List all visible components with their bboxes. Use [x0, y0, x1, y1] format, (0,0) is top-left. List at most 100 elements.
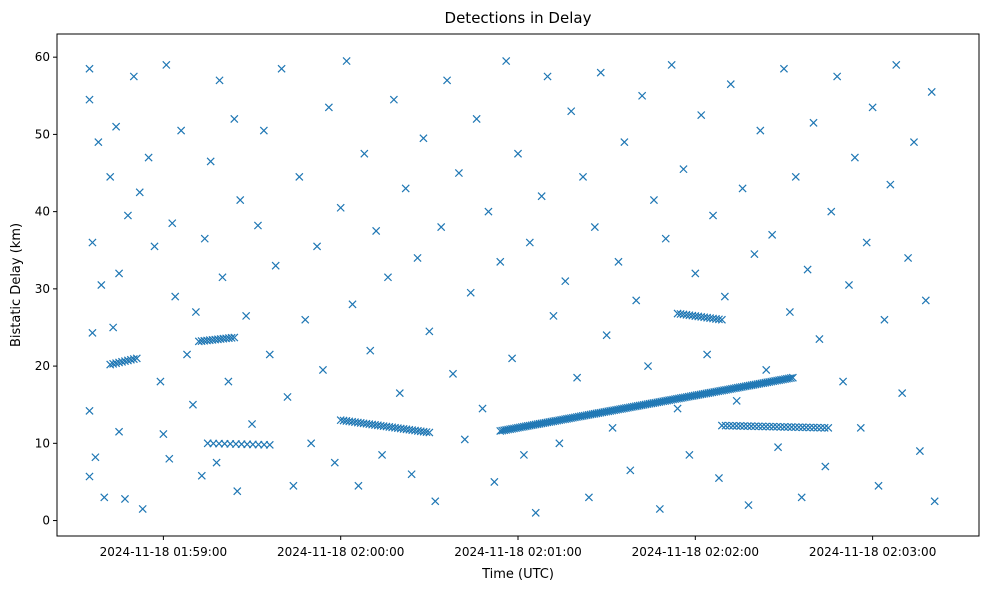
detection-point — [413, 253, 422, 262]
detection-point — [330, 458, 339, 467]
detection-point — [703, 350, 712, 359]
detection-point — [259, 126, 268, 135]
detection-point — [472, 114, 481, 123]
detection-point — [856, 423, 865, 432]
detection-point — [525, 238, 534, 247]
detection-point — [655, 504, 664, 513]
detection-point — [743, 422, 752, 431]
detection-point — [448, 369, 458, 378]
detection-point — [886, 180, 895, 189]
detection-point — [820, 423, 829, 432]
detection-point — [756, 126, 765, 135]
detection-point — [383, 273, 392, 282]
detection-point — [115, 269, 124, 278]
detection-point — [289, 481, 298, 490]
detection-point — [915, 447, 924, 456]
y-tick-label: 30 — [35, 282, 50, 296]
detection-point — [120, 494, 129, 503]
detection-point — [519, 450, 528, 459]
detection-point — [762, 365, 771, 374]
detection-point — [502, 57, 511, 66]
detection-point — [117, 357, 127, 366]
detection-point — [809, 118, 818, 127]
detection-point — [88, 238, 97, 247]
detection-point — [106, 172, 115, 181]
detection-point — [313, 242, 322, 251]
detection-point — [787, 423, 796, 432]
detection-point — [85, 64, 94, 73]
detection-point — [372, 226, 381, 235]
detection-point — [813, 423, 822, 432]
detection-point — [253, 221, 262, 230]
detection-point — [685, 450, 694, 459]
detection-point — [126, 355, 135, 364]
detection-point — [419, 134, 428, 143]
detection-point — [354, 481, 363, 490]
detection-point — [768, 230, 777, 239]
detection-point — [168, 219, 177, 228]
detection-point — [165, 454, 174, 463]
detection-point — [460, 435, 469, 444]
detection-point — [697, 111, 706, 120]
detection-point — [236, 196, 245, 205]
detection-point — [827, 207, 836, 216]
detection-point — [85, 95, 94, 104]
detection-point — [602, 331, 611, 340]
detection-point — [132, 354, 141, 363]
detection-point — [769, 422, 778, 431]
detection-point — [578, 172, 588, 181]
detection-point — [188, 400, 197, 409]
detection-point — [805, 423, 814, 432]
detection-point — [744, 501, 753, 510]
detection-point — [761, 422, 770, 431]
detection-point — [422, 428, 431, 437]
detection-point — [750, 250, 759, 259]
detection-point — [644, 362, 653, 371]
detection-point — [144, 153, 153, 162]
y-axis: 0 10 20 30 40 50 60 — [35, 50, 57, 528]
detection-point — [726, 80, 735, 89]
detection-point — [324, 103, 333, 112]
detection-point — [197, 471, 206, 480]
detection-point — [224, 377, 233, 386]
y-tick-label: 60 — [35, 50, 50, 64]
detection-point — [466, 288, 475, 297]
detection-point — [91, 453, 100, 462]
x-tick-label: 2024-11-18 02:00:00 — [277, 545, 404, 559]
detection-point — [798, 423, 807, 432]
detection-point — [85, 406, 94, 415]
detection-point — [892, 60, 901, 69]
detection-point — [673, 404, 682, 413]
detection-point — [608, 423, 617, 432]
detection-point — [301, 315, 310, 324]
detection-point — [776, 422, 785, 431]
detection-point — [227, 333, 236, 342]
x-axis: 2024-11-18 01:59:00 2024-11-18 02:00:00 20… — [100, 536, 936, 559]
y-tick-label: 50 — [35, 127, 50, 141]
x-tick-label: 2024-11-18 02:01:00 — [454, 545, 581, 559]
detection-point — [785, 308, 794, 317]
detection-point — [478, 404, 487, 413]
detection-point — [747, 422, 756, 431]
detection-point — [732, 396, 741, 405]
y-axis-label: Bistatic Delay (km) — [9, 223, 24, 347]
detection-point — [115, 427, 124, 436]
detection-point — [739, 422, 748, 431]
detection-point — [736, 421, 745, 430]
detection-point — [109, 323, 118, 332]
detection-point — [123, 211, 132, 220]
detection-point — [783, 422, 792, 432]
detection-point — [115, 358, 124, 367]
detection-point — [295, 172, 304, 181]
detection-point — [803, 265, 812, 274]
detection-point — [407, 470, 416, 479]
detection-point — [129, 72, 138, 81]
detection-point — [129, 355, 138, 364]
detection-point — [318, 365, 327, 374]
detection-point — [833, 72, 842, 81]
detection-point — [336, 203, 345, 212]
detection-point — [821, 462, 830, 471]
detection-point — [218, 273, 227, 282]
detection-point — [717, 315, 726, 324]
detection-point — [191, 308, 200, 317]
